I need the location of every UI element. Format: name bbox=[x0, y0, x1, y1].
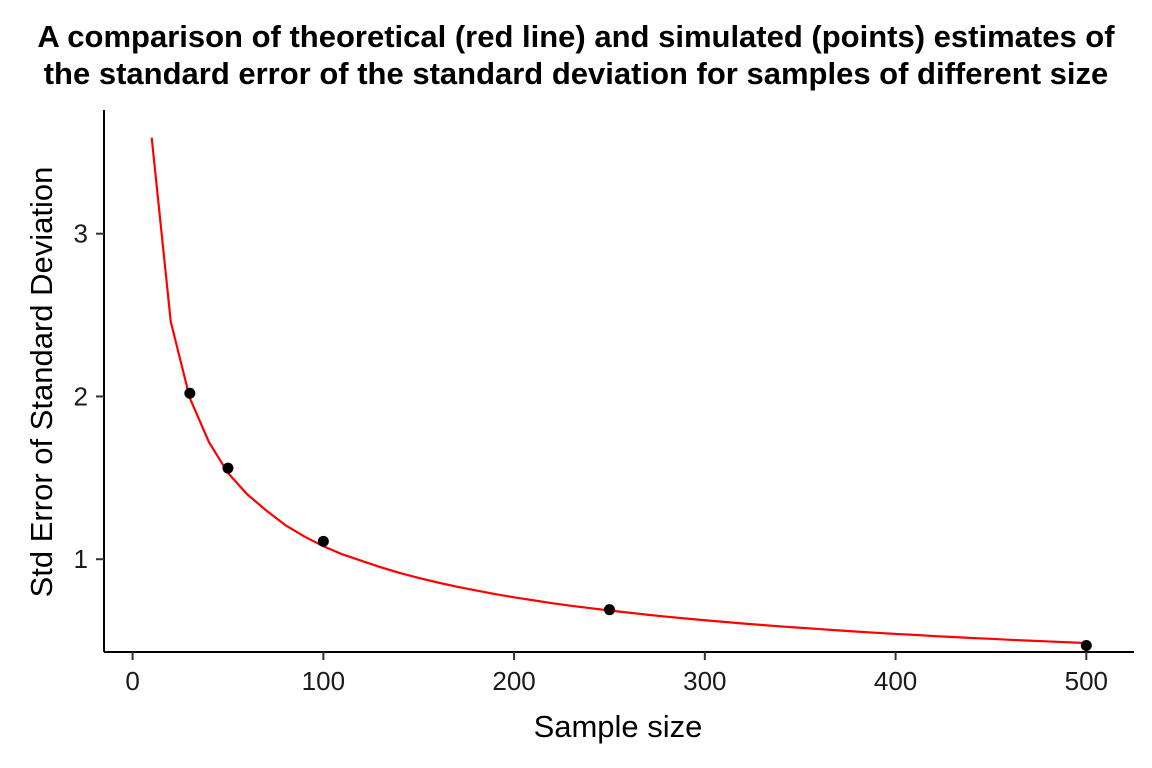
plot-area bbox=[150, 137, 1092, 651]
simulated-point bbox=[1080, 639, 1092, 651]
x-tick-label: 100 bbox=[302, 666, 345, 696]
x-tick-label: 500 bbox=[1065, 666, 1108, 696]
x-tick-label: 0 bbox=[125, 666, 139, 696]
y-axis: 1 2 3 bbox=[74, 110, 105, 652]
x-axis: 0 100 200 300 400 500 bbox=[104, 651, 1134, 696]
y-axis-label: Std Error of Standard Deviation bbox=[24, 167, 59, 598]
simulated-point bbox=[317, 535, 329, 547]
chart-title-line: the standard error of the standard devia… bbox=[44, 56, 1109, 91]
x-tick-label: 300 bbox=[683, 666, 726, 696]
y-tick-label: 1 bbox=[74, 544, 88, 574]
simulated-point bbox=[184, 387, 196, 399]
theoretical-line bbox=[150, 137, 1087, 645]
x-tick-label: 400 bbox=[874, 666, 917, 696]
y-tick-label: 2 bbox=[74, 381, 88, 411]
simulated-point bbox=[222, 462, 234, 474]
chart-title: A comparison of theoretical (red line) a… bbox=[37, 19, 1115, 91]
x-axis-label: Sample size bbox=[534, 709, 703, 744]
y-tick-label: 3 bbox=[74, 219, 88, 249]
x-tick-label: 200 bbox=[492, 666, 535, 696]
simulated-point bbox=[603, 604, 615, 616]
chart-title-line: A comparison of theoretical (red line) a… bbox=[37, 19, 1115, 54]
